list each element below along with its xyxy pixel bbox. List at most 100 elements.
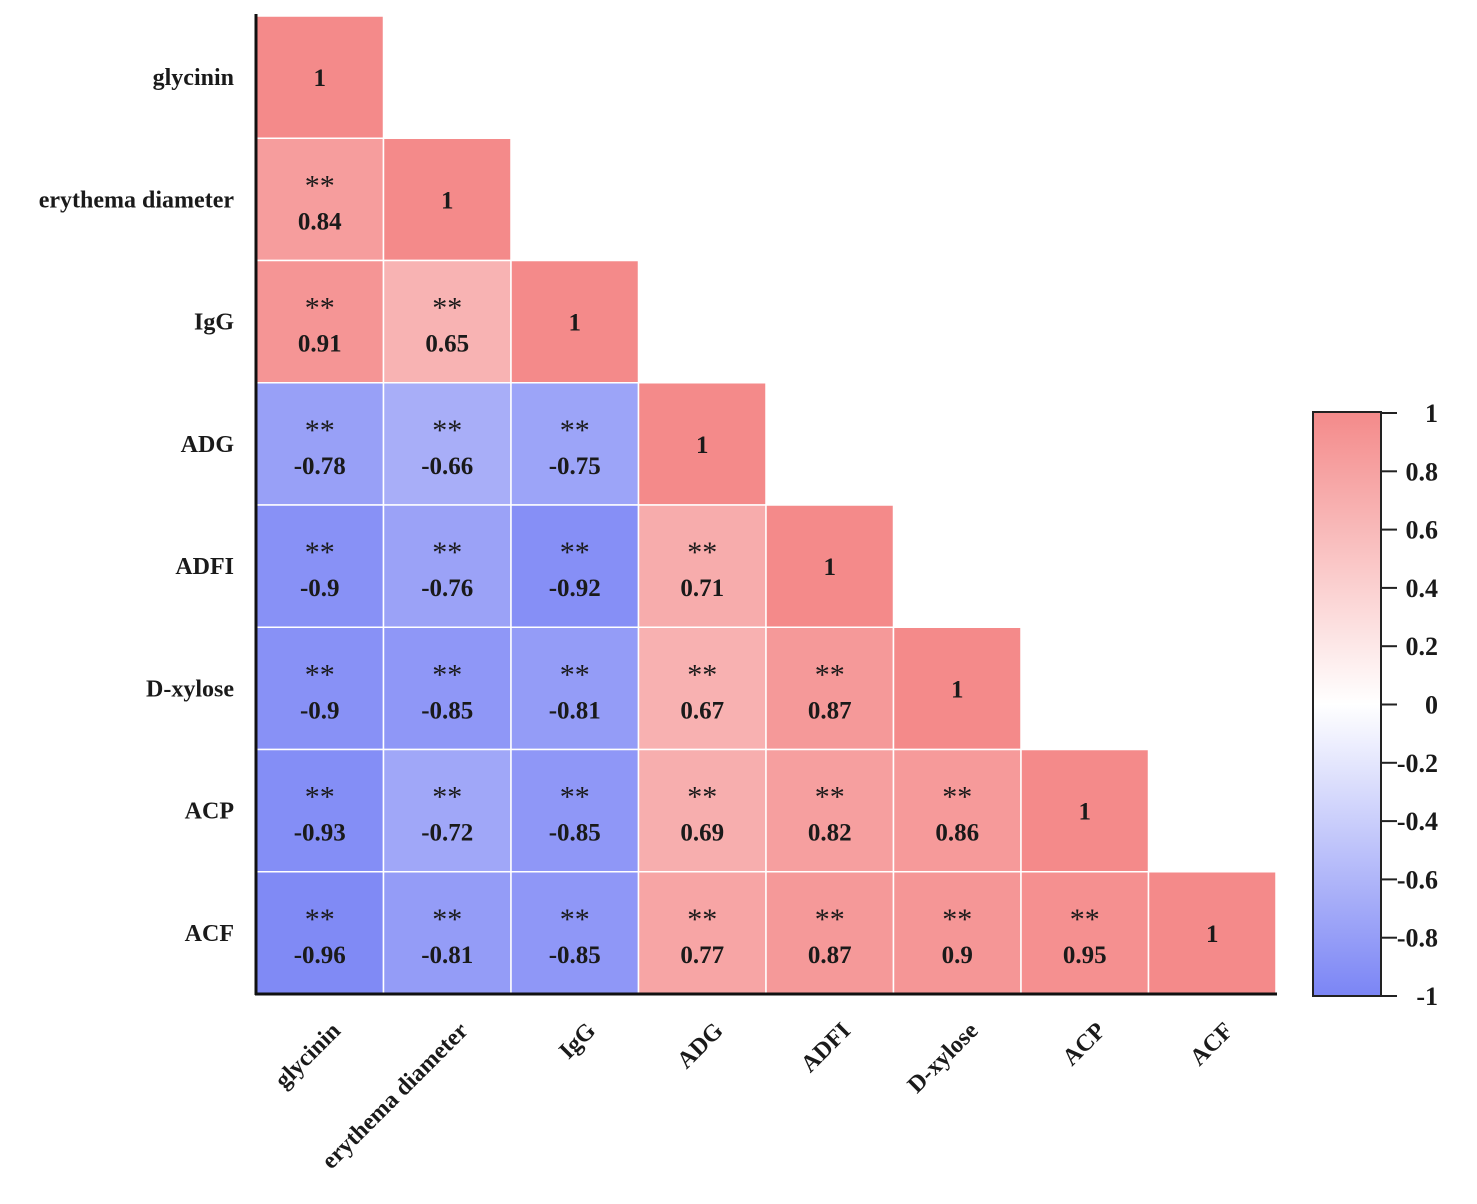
significance-marker: ** [305,536,335,569]
row-label: IgG [194,310,234,336]
column-label: IgG [554,1018,601,1065]
heatmap-cell-4-2 [510,504,640,628]
cell-value-label: 0.67 [680,697,724,724]
row-label: D-xylose [146,676,234,702]
heatmap-cell-5-4 [765,626,895,751]
cell-value-label: 0.65 [425,331,469,358]
cell-value-label: 1 [696,432,709,459]
colorbar-ticks: 1 0.8 0.6 0.4 0.2 0 -0.2 -0.4 -0.6 -0.8 -1 [1381,399,1438,1011]
row-labels: glycinin erythema diameter IgG ADG ADFI D-xyl… [39,65,235,947]
cell-value-label: 0.82 [808,820,852,847]
colorbar-tick-label: 0.6 [1406,516,1439,545]
column-label: ACF [1185,1018,1238,1071]
colorbar-tick-label: -0.8 [1397,924,1438,953]
colorbar-tick-label: 0 [1425,691,1438,720]
significance-marker: ** [560,658,590,691]
heatmap-cell-0-0 [255,15,385,139]
significance-marker: ** [687,658,717,691]
colorbar: 1 0.8 0.6 0.4 0.2 0 -0.2 -0.4 -0.6 -0.8 -1 [1312,399,1438,1011]
column-label: D-xylose [903,1018,984,1099]
significance-marker: ** [305,414,335,447]
significance-marker: ** [560,903,590,936]
cell-value-label: -0.96 [294,942,346,969]
significance-marker: ** [815,781,845,814]
cell-value-label: -0.93 [294,820,346,847]
significance-marker: ** [942,903,972,936]
cell-value-label: -0.66 [421,453,473,480]
cell-value-label: -0.9 [300,575,340,602]
significance-marker: ** [305,169,335,202]
significance-marker: ** [432,414,462,447]
heatmap-cell-2-2 [510,259,640,384]
heatmap-cell-5-3 [637,626,767,751]
cell-value-label: 0.87 [808,697,852,724]
heatmap-cell-7-6 [1020,871,1150,995]
heatmap-cell-6-0 [255,748,385,873]
colorbar-tick-label: -0.6 [1397,865,1438,894]
heatmap-cell-5-2 [510,626,640,751]
heatmap-cell-2-0 [255,259,385,384]
heatmap-cell-5-5 [892,626,1022,751]
cell-value-label: 1 [441,187,454,214]
significance-marker: ** [560,781,590,814]
cell-value-label: 0.95 [1063,942,1107,969]
cell-value-label: -0.92 [549,575,601,602]
heatmap-cell-4-1 [382,504,512,628]
cell-value-label: 0.91 [298,331,342,358]
row-label: erythema diameter [39,187,235,213]
cell-value-label: 1 [824,554,837,581]
cell-value-label: 0.84 [298,208,342,235]
significance-marker: ** [815,658,845,691]
significance-marker: ** [560,536,590,569]
heatmap-cell-6-3 [637,748,767,873]
heatmap-cell-7-7 [1147,871,1277,995]
colorbar-gradient [1312,411,1382,997]
colorbar-tick-label: 1 [1425,399,1438,428]
colorbar-tick-label: 0.2 [1406,632,1439,661]
cell-value-label: 0.77 [680,942,724,969]
heatmap-cell-1-1 [382,137,512,262]
heatmap-cell-2-1 [382,259,512,384]
heatmap-cell-6-6 [1020,748,1150,873]
cell-value-label: -0.76 [421,575,473,602]
significance-marker: ** [942,781,972,814]
column-label: ADFI [796,1018,856,1078]
cell-value-label: 1 [1206,921,1219,948]
heatmap-cell-1-0 [255,137,385,262]
cell-value-label: -0.85 [421,697,473,724]
heatmap-cell-3-1 [382,382,512,506]
significance-marker: ** [815,903,845,936]
column-label: glycinin [270,1018,346,1094]
cell-value-label: 0.71 [680,575,724,602]
cell-value-label: 1 [1079,799,1092,826]
cell-value-label: 1 [314,65,327,92]
significance-marker: ** [432,658,462,691]
row-label: ADG [181,432,235,458]
significance-marker: ** [432,536,462,569]
column-label: ADG [672,1018,728,1074]
cell-value-label: -0.81 [421,942,473,969]
cell-value-label: -0.78 [294,453,346,480]
cell-value-label: 0.69 [680,820,724,847]
cell-value-label: 0.87 [808,942,852,969]
significance-marker: ** [305,781,335,814]
significance-marker: ** [687,903,717,936]
significance-marker: ** [432,292,462,325]
heatmap-cell-6-5 [892,748,1022,873]
significance-marker: ** [305,292,335,325]
colorbar-tick-label: 0.8 [1406,457,1439,486]
heatmap-cell-7-2 [510,871,640,995]
heatmap-axes [254,14,1277,996]
significance-marker: ** [305,903,335,936]
cell-value-label: -0.81 [549,697,601,724]
colorbar-tick-label: -0.4 [1397,807,1438,836]
heatmap-cell-3-3 [637,382,767,506]
significance-marker: ** [560,414,590,447]
heatmap-cells: 1 ** 0.84 1 ** 0.91 ** 0.65 1 ** -0.78 ** -0.66 ** -0.… [255,15,1277,995]
cell-value-label: -0.85 [549,942,601,969]
significance-marker: ** [687,781,717,814]
cell-value-label: -0.85 [549,820,601,847]
significance-marker: ** [687,536,717,569]
column-label: ACP [1058,1018,1111,1071]
